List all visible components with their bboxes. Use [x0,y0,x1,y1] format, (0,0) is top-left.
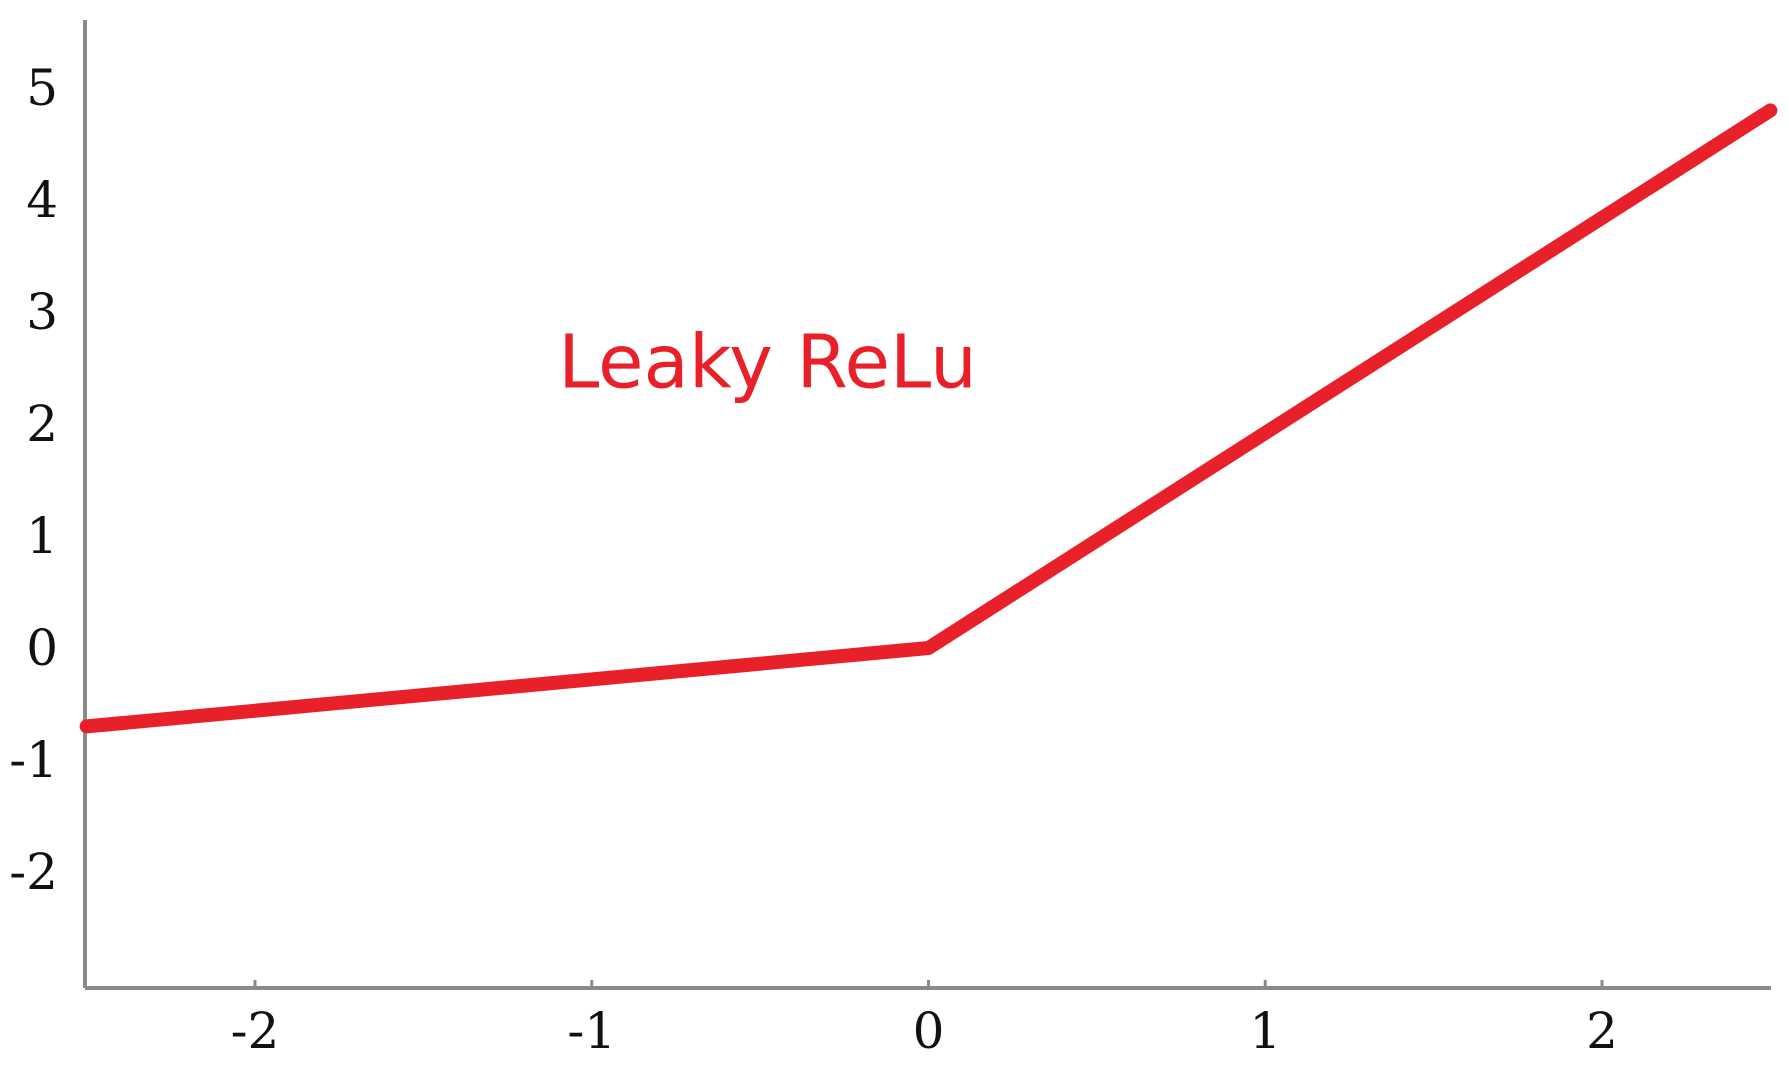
x-tick-label: 2 [1586,1002,1618,1060]
y-tick-label: -2 [9,843,58,901]
series-group [79,103,1778,734]
y-tick-label: 2 [26,395,58,453]
y-tick-label: -1 [9,731,58,789]
y-tick-label: 5 [26,59,58,117]
y-tick-label: 1 [26,507,58,565]
y-axis-ticks: 5 4 3 2 1 0 -1 -2 [9,59,58,901]
y-tick-label: 0 [26,619,58,677]
y-tick-label: 3 [26,283,58,341]
y-tick-label: 4 [26,171,58,229]
series-line [79,103,1778,734]
x-tick-label: -1 [567,1002,616,1060]
annotations: Leaky ReLu [558,319,977,405]
x-tick-label: -2 [231,1002,280,1060]
x-tick-label: 0 [913,1002,945,1060]
x-axis-ticks: -2 -1 0 1 2 [231,980,1618,1060]
x-tick-label: 1 [1249,1002,1281,1060]
chart-annotation: Leaky ReLu [558,319,977,405]
